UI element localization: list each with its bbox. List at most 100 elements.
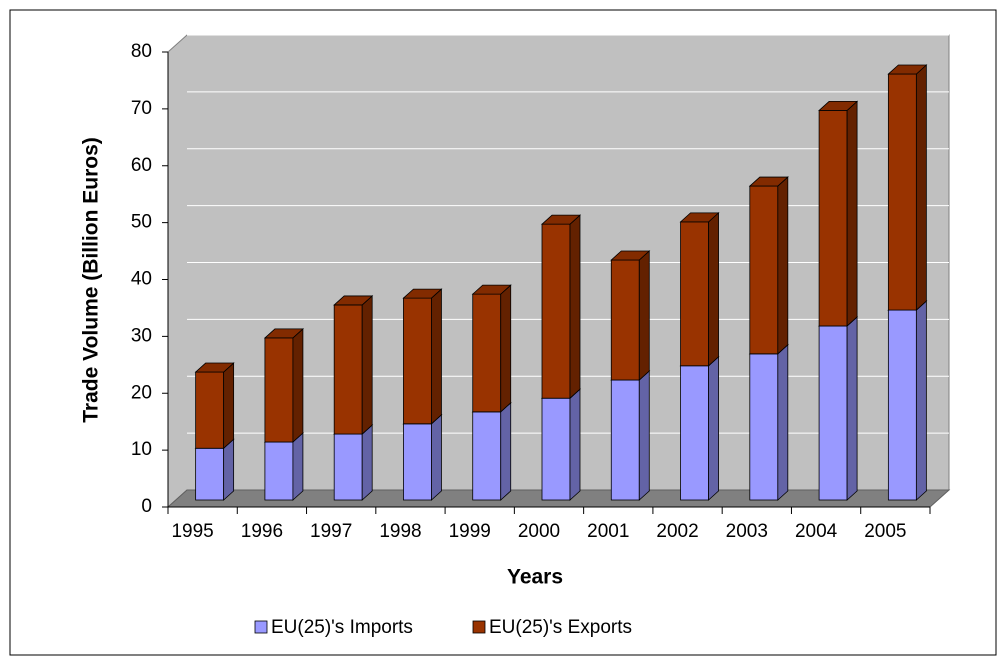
bar-front [887,309,917,501]
bar-front [818,110,848,327]
bar-top [471,284,512,295]
bar-front [195,371,225,449]
bar [471,284,512,413]
bar-top [679,212,720,223]
x-tick-label: 2001 [587,521,629,542]
bar [402,413,443,501]
bar-top-shade [542,215,580,225]
bar-front [403,423,432,501]
bar [887,300,928,501]
bar [679,355,720,501]
bar-top [748,176,789,187]
bar-front [749,185,779,355]
bar-side-shade [292,328,303,442]
bar-side-shade [916,301,927,500]
bar [679,211,720,367]
x-tick-label: 1999 [449,521,491,542]
bar-front [680,221,709,367]
bar-front [472,411,502,501]
bar [333,295,374,435]
bar [818,316,859,501]
bar [748,176,789,355]
bar-front [264,441,294,501]
bar-side-shade [500,402,511,500]
bar-top-shade [749,177,788,187]
bar-front [818,325,848,501]
y-tick-label: 50 [131,212,152,233]
bar-front [541,397,571,501]
bar-top [194,362,235,373]
bar [610,370,651,501]
bar-top [540,214,582,225]
bar-side-shade [639,370,650,500]
bar-side-shade [223,439,234,500]
bar [194,362,235,450]
bar-top [610,250,651,261]
bar-side-shade [223,363,234,449]
bar-top-shade [334,295,373,305]
x-tick-label: 1997 [310,521,352,542]
bar [748,343,789,501]
legend-label: EU(25)'s Exports [489,617,632,638]
bar-front [264,337,294,443]
y-tick-label: 30 [131,325,152,346]
bar [540,214,582,400]
bar-side-shade [916,65,927,311]
bar-top-shade [264,328,303,338]
bar-front [195,447,225,501]
bar-side-shade [639,250,650,380]
bar-top-shade [888,65,927,75]
x-tick-label: 2005 [864,521,906,542]
bar-top-shade [680,212,719,222]
bar-top [818,101,859,111]
bar-side-shade [431,289,442,424]
bar-front [403,297,432,425]
x-tick-label: 2004 [795,521,838,542]
bar [402,288,443,425]
bar [610,250,651,381]
bar-side-shade [570,389,580,500]
bar-top [263,328,304,339]
legend-swatch [254,620,268,634]
legend-label: EU(25)'s Imports [271,617,413,638]
bar-front [680,365,709,501]
y-tick-label: 20 [131,382,152,403]
bar-side-shade [362,295,373,435]
x-tick-label: 1995 [171,521,213,542]
bar [263,328,304,443]
y-tick-label: 60 [131,155,152,176]
bar-top-shade [403,289,442,299]
x-tick-label: 1996 [241,521,283,542]
x-tick-label: 2002 [656,521,698,542]
bar-front [610,379,640,501]
bar-top-shade [195,363,234,373]
bar-side-shade [777,344,788,500]
bar-side-shade [570,215,580,399]
bar-side-shade [431,414,442,500]
y-tick-label: 0 [141,496,152,517]
x-axis-title: Years [507,566,563,589]
bar [818,100,859,327]
legend-swatch [472,620,486,634]
bar [540,388,582,501]
bar [333,424,374,501]
bar-front [333,304,363,435]
bar-top-shade [819,101,858,111]
bar-side-shade [847,101,858,326]
x-tick-label: 1998 [379,521,421,542]
bar [471,401,512,501]
bar-top-shade [472,285,511,295]
bar [887,64,928,311]
bar-front [887,73,917,311]
x-tick-label: 2003 [726,521,768,542]
bar-front [749,353,779,501]
y-tick-label: 80 [131,41,152,62]
y-axis-title: Trade Volume (Billion Euros) [80,137,103,422]
bar-side-shade [292,432,303,500]
bar-front [472,293,502,413]
bar-side-shade [847,316,858,500]
bar-front [610,259,640,381]
bar [263,432,304,501]
bar-top [402,288,443,299]
